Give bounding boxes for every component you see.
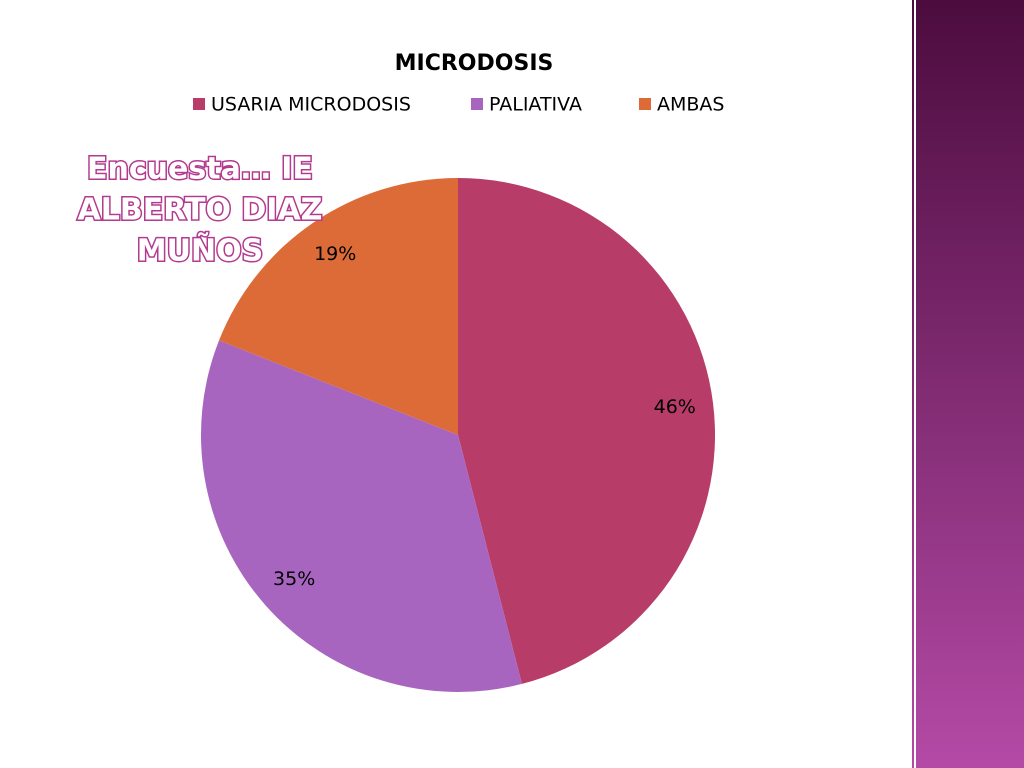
pie-slice [201,340,522,692]
annotation: Encuesta… IE [87,152,313,187]
data-label: 46% [654,396,696,418]
data-label: 35% [273,568,315,590]
pie-slice [458,178,715,684]
legend-label: AMBAS [657,94,724,116]
legend-swatch [639,98,651,110]
chart-title: MICRODOSIS [395,51,554,76]
annotation: ALBERTO DIAZ [78,193,323,228]
side-panel [912,0,1024,768]
data-label: 19% [314,243,356,265]
annotation: MUÑOS [137,232,263,269]
legend-swatch [471,98,483,110]
legend-swatch [193,98,205,110]
pie-slice [219,177,458,435]
legend-label: PALIATIVA [489,94,582,116]
legend-label: USARIA MICRODOSIS [211,94,411,116]
